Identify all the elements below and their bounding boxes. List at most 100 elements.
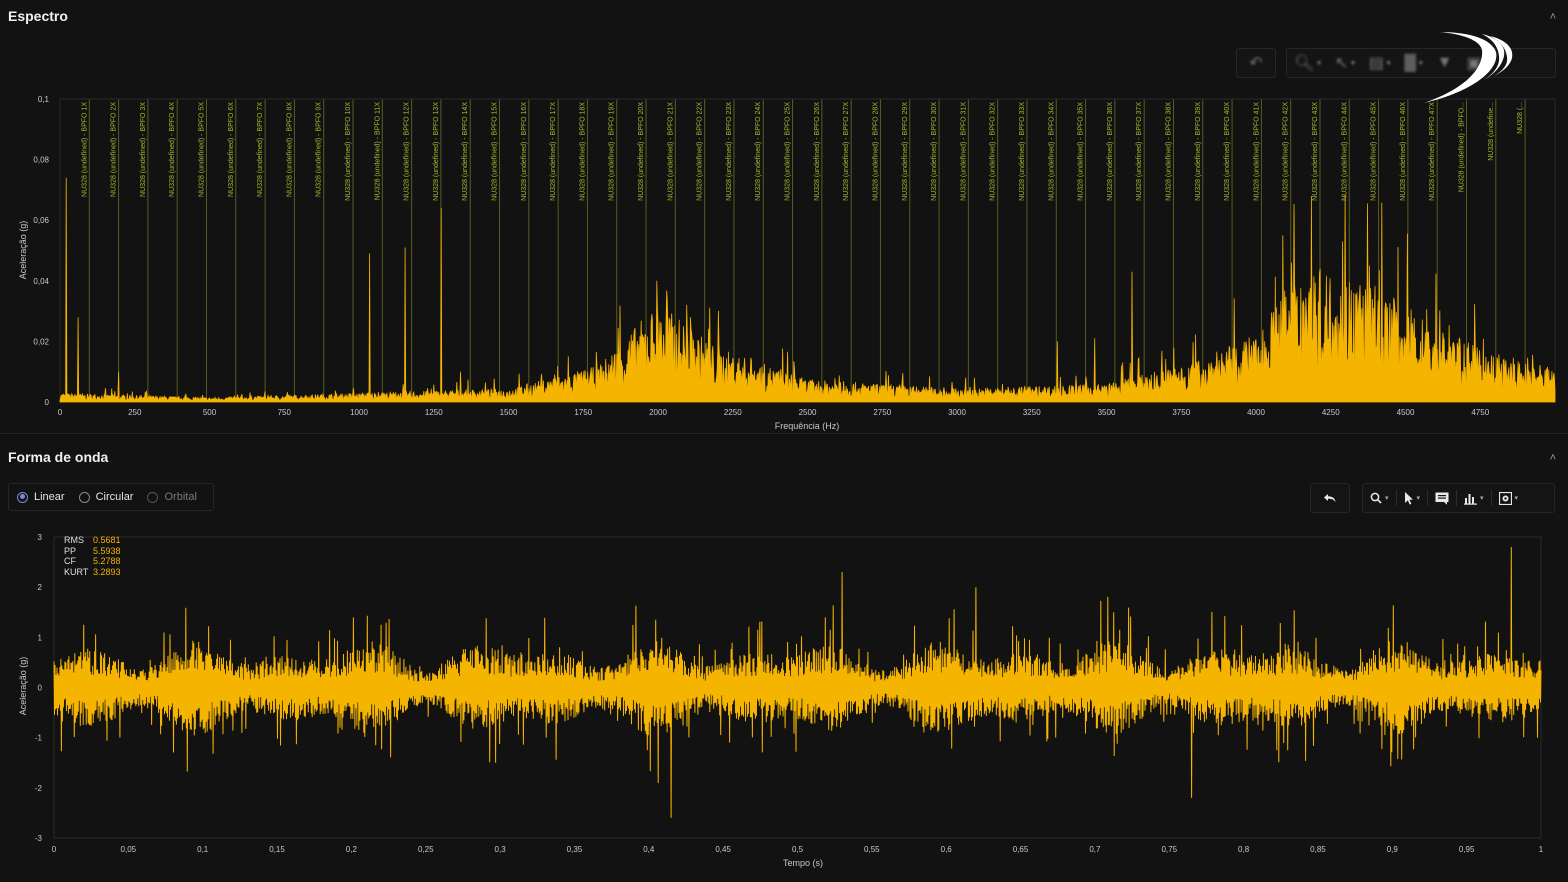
svg-text:NU328 (undefine...: NU328 (undefine... — [1488, 102, 1495, 161]
waveform-title: Forma de onda — [8, 449, 109, 465]
toolbar-separator — [1490, 490, 1492, 506]
chevron-down-icon: ▾ — [1480, 495, 1484, 502]
radio-label: Circular — [95, 491, 134, 503]
chevron-down-icon: ▾ — [1416, 495, 1421, 502]
y-axis: 0 0,02 0,04 0,06 0,08 0,1 — [33, 95, 49, 407]
svg-text:NU328 (undefined) - BPFO 10X: NU328 (undefined) - BPFO 10X — [345, 102, 352, 201]
svg-text:NU328 (undefined) - BPFO 34X: NU328 (undefined) - BPFO 34X — [1048, 102, 1055, 201]
svg-text:3500: 3500 — [1098, 408, 1116, 417]
svg-text:0,6: 0,6 — [941, 845, 953, 854]
svg-text:0: 0 — [45, 398, 50, 407]
svg-text:0,7: 0,7 — [1089, 845, 1101, 854]
svg-text:NU328 (undefined) - BPFO...: NU328 (undefined) - BPFO... — [1458, 102, 1465, 192]
svg-text:NU328 (undefined) - BPFO 47X: NU328 (undefined) - BPFO 47X — [1429, 102, 1436, 201]
svg-text:NU328 (undefined) - BPFO 31X: NU328 (undefined) - BPFO 31X — [960, 102, 967, 201]
svg-text:4000: 4000 — [1247, 408, 1265, 417]
toolbar-separator — [1427, 490, 1429, 506]
svg-text:0,4: 0,4 — [643, 845, 655, 854]
stat-pp: PP 5.5938 — [64, 545, 121, 556]
svg-text:NU328 (undefined) - BPFO 6X: NU328 (undefined) - BPFO 6X — [228, 102, 235, 197]
undo-button[interactable] — [1311, 484, 1349, 512]
spectrum-panel: Espectro ˄ ↶ 🔍︎▾ ↖▾ ▤▾ ▓▾ ▼ ▣▾ NU328 (un… — [0, 0, 1568, 432]
svg-text:0: 0 — [52, 845, 57, 854]
y-axis-label: Aceleração (g) — [18, 657, 28, 716]
svg-text:0,85: 0,85 — [1310, 845, 1326, 854]
radio-circle-icon — [17, 491, 28, 503]
svg-text:0,05: 0,05 — [121, 845, 137, 854]
svg-text:0,04: 0,04 — [33, 277, 49, 286]
svg-text:NU328 (undefined) - BPFO 5X: NU328 (undefined) - BPFO 5X — [199, 102, 206, 197]
svg-text:NU328 (undefined) - BPFO 12X: NU328 (undefined) - BPFO 12X — [404, 102, 411, 201]
svg-text:0,45: 0,45 — [715, 845, 731, 854]
stat-kurt: KURT 3.2893 — [64, 566, 121, 577]
chevron-down-icon: ▾ — [1514, 495, 1519, 502]
svg-text:NU328 (undefined) - BPFO 13X: NU328 (undefined) - BPFO 13X — [433, 102, 440, 201]
svg-text:NU328 (...: NU328 (... — [1517, 102, 1524, 134]
radio-orbital[interactable]: Orbital — [147, 491, 197, 503]
toolbar-separator — [1395, 490, 1397, 506]
svg-text:0,8: 0,8 — [1238, 845, 1250, 854]
radio-linear[interactable]: Linear — [17, 491, 65, 503]
svg-text:NU328 (undefined) - BPFO 42X: NU328 (undefined) - BPFO 42X — [1283, 102, 1290, 201]
bar-chart-button[interactable]: ▾ — [1457, 484, 1491, 512]
chevron-up-icon[interactable]: ˄ — [1549, 452, 1557, 464]
svg-text:4750: 4750 — [1471, 408, 1489, 417]
svg-text:NU328 (undefined) - BPFO 43X: NU328 (undefined) - BPFO 43X — [1312, 102, 1319, 201]
svg-text:-3: -3 — [35, 834, 43, 843]
svg-text:0,65: 0,65 — [1013, 845, 1029, 854]
settings-icon — [1498, 491, 1512, 505]
radio-circular[interactable]: Circular — [78, 491, 134, 503]
svg-text:NU328 (undefined) - BPFO 23X: NU328 (undefined) - BPFO 23X — [726, 102, 733, 201]
svg-text:0: 0 — [58, 408, 63, 417]
comment-button[interactable] — [1428, 484, 1456, 512]
svg-text:-2: -2 — [35, 784, 43, 793]
waveform-series — [53, 546, 1542, 818]
zoom-icon[interactable]: 🔍︎ ▾ — [1294, 55, 1321, 72]
pointer-icon[interactable]: ↖ ▾ — [1334, 55, 1355, 72]
x-axis-label: Tempo (s) — [783, 858, 823, 868]
zoom-button[interactable]: ▾ — [1363, 484, 1396, 512]
undo-icon — [1324, 494, 1336, 502]
svg-text:0,15: 0,15 — [269, 845, 285, 854]
svg-text:2000: 2000 — [649, 408, 667, 417]
chevron-up-icon[interactable]: ˄ — [1549, 11, 1557, 23]
bar-chart-icon[interactable]: ▓ ▾ — [1404, 54, 1423, 71]
spectrum-chart[interactable]: NU328 (undefined) - BPFO 1X NU328 (undefi… — [0, 0, 1568, 432]
svg-text:NU328 (undefined) - BPFO 27X: NU328 (undefined) - BPFO 27X — [843, 102, 850, 201]
y-axis: -3 -2 -1 0 1 2 3 — [35, 533, 43, 843]
svg-text:NU328 (undefined) - BPFO 11X: NU328 (undefined) - BPFO 11X — [374, 102, 381, 201]
svg-text:NU328 (undefined) - BPFO 21X: NU328 (undefined) - BPFO 21X — [667, 102, 674, 201]
svg-text:NU328 (undefined) - BPFO 14X: NU328 (undefined) - BPFO 14X — [462, 102, 469, 201]
undo-icon[interactable]: ↶ — [1249, 55, 1263, 72]
spectrum-title: Espectro — [8, 8, 68, 24]
waveform-stats: RMS 0.5681 PP 5.5938 CF 5.2788 KURT 3.2893 — [64, 535, 121, 577]
svg-text:NU328 (undefined) - BPFO 18X: NU328 (undefined) - BPFO 18X — [579, 102, 586, 201]
bar-chart-icon — [1464, 493, 1478, 505]
pointer-icon — [1404, 491, 1413, 505]
svg-text:0,25: 0,25 — [418, 845, 434, 854]
svg-text:3250: 3250 — [1023, 408, 1041, 417]
svg-text:0: 0 — [38, 684, 43, 693]
waveform-chart[interactable]: -3 -2 -1 0 1 2 3 0 0,05 0,1 0,15 0,2 0,25 0,3 0,35 0,4… — [0, 434, 1568, 882]
comment-icon[interactable]: ▤ ▾ — [1368, 55, 1391, 72]
settings-button[interactable]: ▾ — [1492, 484, 1526, 512]
filter-icon[interactable]: ▼ — [1436, 54, 1453, 71]
pointer-button[interactable]: ▾ — [1397, 484, 1428, 512]
svg-text:2: 2 — [38, 583, 43, 592]
svg-text:NU328 (undefined) - BPFO 45X: NU328 (undefined) - BPFO 45X — [1371, 102, 1378, 201]
svg-text:NU328 (undefined) - BPFO 33X: NU328 (undefined) - BPFO 33X — [1019, 102, 1026, 201]
svg-text:NU328 (undefined) - BPFO 32X: NU328 (undefined) - BPFO 32X — [990, 102, 997, 201]
waveform-toolbar: ▾ ▾ ▾ ▾ — [1362, 483, 1555, 513]
svg-text:0,5: 0,5 — [792, 845, 804, 854]
svg-text:0,75: 0,75 — [1161, 845, 1177, 854]
svg-text:0,1: 0,1 — [38, 95, 50, 104]
svg-text:NU328 (undefined) - BPFO 22X: NU328 (undefined) - BPFO 22X — [697, 102, 704, 201]
svg-text:0,1: 0,1 — [197, 845, 209, 854]
svg-text:0,08: 0,08 — [33, 156, 49, 165]
brand-logo — [1424, 32, 1513, 103]
svg-text:3: 3 — [38, 533, 43, 542]
svg-text:0,3: 0,3 — [495, 845, 507, 854]
svg-text:1750: 1750 — [574, 408, 592, 417]
x-axis-label: Frequência (Hz) — [775, 421, 840, 431]
panel-divider — [0, 433, 1568, 434]
